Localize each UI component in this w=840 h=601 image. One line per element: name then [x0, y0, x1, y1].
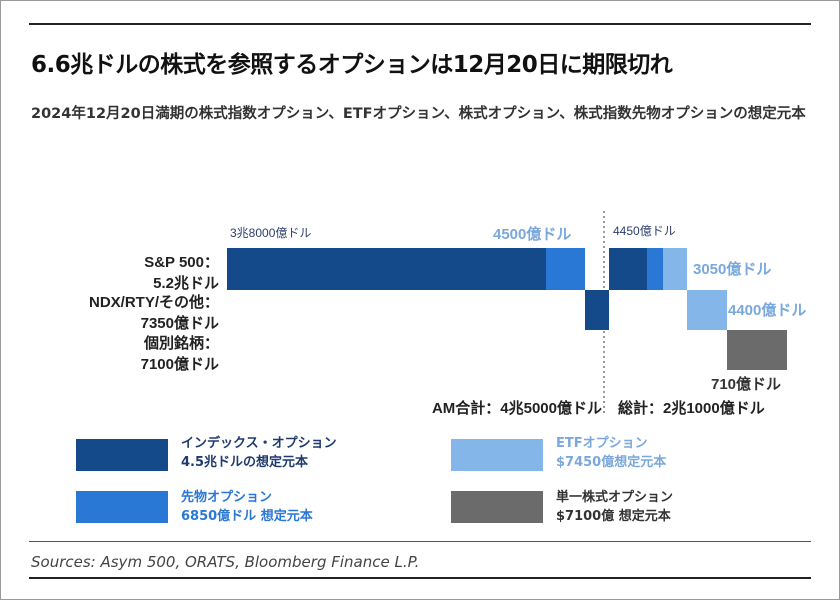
- row-label-2-1: 7100億ドル: [141, 355, 219, 373]
- legend-single-line2: $7100億 想定元本: [556, 509, 671, 524]
- bottom-rule: [29, 577, 811, 579]
- bar-segment-6: [687, 290, 727, 330]
- bar-segment-1: [546, 248, 585, 290]
- bar-segment-5: [663, 248, 687, 290]
- legend-single-line1: 単一株式オプション: [556, 490, 674, 505]
- bar-segment-2: [585, 290, 609, 330]
- legend-etf-line2: $7450億想定元本: [556, 455, 667, 470]
- legend-swatch-etf: [451, 439, 543, 471]
- segment-label-1: 4500億ドル: [493, 225, 571, 243]
- bar-segment-4: [647, 248, 663, 290]
- bar-segment-0: [227, 248, 546, 290]
- legend-futures-line2: 6850億ドル 想定元本: [181, 509, 313, 524]
- legend-text-futures: 先物オプション 6850億ドル 想定元本: [181, 488, 313, 526]
- total-label-0: AM合計：4兆5000億ドル: [432, 399, 602, 417]
- source-note: Sources: Asym 500, ORATS, Bloomberg Fina…: [31, 553, 420, 571]
- segment-label-0: 3兆8000億ドル: [230, 226, 311, 240]
- bar-segment-7: [727, 330, 787, 370]
- source-top-rule: [29, 541, 811, 542]
- segment-label-5: 3050億ドル: [693, 260, 771, 278]
- top-rule: [29, 23, 811, 25]
- row-label-1-1: 7350億ドル: [141, 314, 219, 332]
- row-label-2-0: 個別銘柄：: [143, 334, 219, 352]
- legend-futures-line1: 先物オプション: [181, 490, 273, 505]
- legend-swatch-single: [451, 491, 543, 523]
- segment-label-7: 710億ドル: [711, 375, 781, 393]
- bar-segment-3: [609, 248, 647, 290]
- legend-index-line2: 4.5兆ドルの想定元本: [181, 455, 309, 470]
- row-label-0-1: 5.2兆ドル: [153, 275, 219, 292]
- legend-text-etf: ETFオプション $7450億想定元本: [556, 434, 666, 472]
- row-label-1-0: NDX/RTY/その他：: [89, 293, 219, 311]
- legend-etf-line1: ETFオプション: [556, 436, 648, 451]
- legend-text-single: 単一株式オプション $7100億 想定元本: [556, 488, 673, 526]
- chart-title: 6.6兆ドルの株式を参照するオプションは12月20日に期限切れ: [31, 52, 673, 78]
- legend-swatch-futures: [76, 491, 168, 523]
- segment-label-6: 4400億ドル: [728, 301, 806, 319]
- row-label-0-0: S&P 500：: [144, 254, 219, 271]
- legend-index-line1: インデックス・オプション: [181, 436, 337, 451]
- total-label-1: 総計：2兆1000億ドル: [618, 399, 765, 417]
- chart-subtitle: 2024年12月20日満期の株式指数オプション、ETFオプション、株式オプション…: [31, 106, 806, 122]
- segment-label-3: 4450億ドル: [613, 224, 676, 238]
- legend-swatch-index: [76, 439, 168, 471]
- legend-text-index: インデックス・オプション 4.5兆ドルの想定元本: [181, 434, 337, 472]
